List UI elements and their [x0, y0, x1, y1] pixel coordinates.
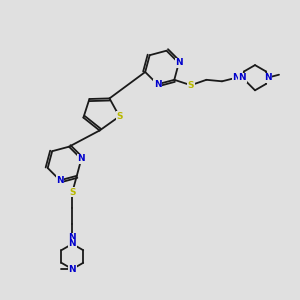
Text: S: S: [116, 112, 123, 121]
Text: N: N: [56, 176, 64, 185]
Text: S: S: [188, 81, 194, 90]
Text: N: N: [154, 80, 161, 89]
Text: N: N: [238, 73, 246, 82]
Text: N: N: [264, 73, 272, 82]
Text: N: N: [175, 58, 183, 68]
Text: N: N: [77, 154, 85, 164]
Text: N: N: [68, 265, 76, 274]
Text: N: N: [68, 239, 76, 248]
Text: N: N: [68, 233, 76, 242]
Text: S: S: [69, 188, 76, 197]
Text: N: N: [232, 73, 240, 82]
